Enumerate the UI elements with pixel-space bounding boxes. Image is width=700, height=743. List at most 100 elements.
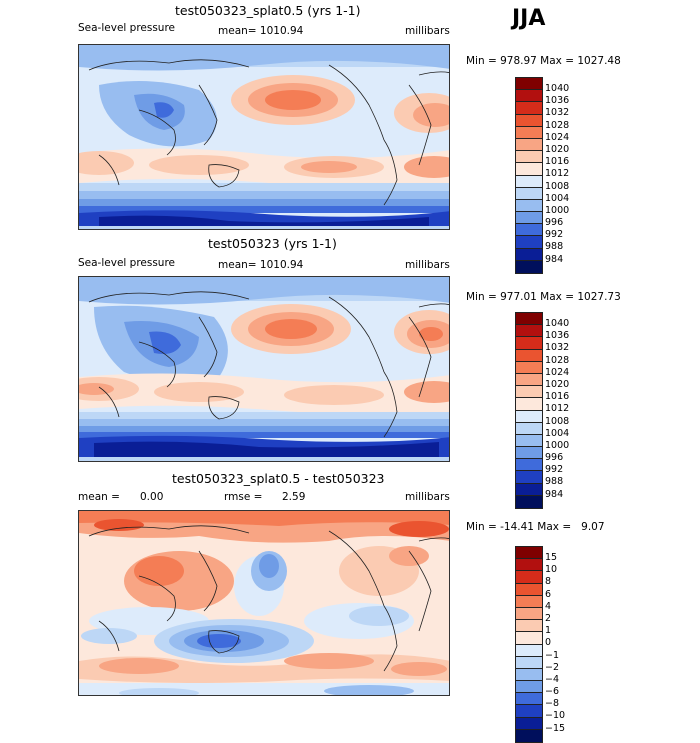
- panel1-colorbar-cell: [516, 138, 542, 152]
- panel1-minmax: Min = 978.97 Max = 1027.48: [466, 55, 621, 67]
- panel1-colorbar-cell: [516, 236, 542, 249]
- colorbar-tick: 1000: [545, 204, 570, 216]
- panel2-colorbar-cell: [516, 434, 542, 448]
- colorbar-tick: 10: [545, 564, 558, 576]
- panel1-colorbar-cell: [516, 187, 542, 200]
- panel3-colorbar-cell: [516, 717, 542, 730]
- panel1-colorbar-cell: [516, 151, 542, 164]
- panel1-colorbar-cell: [516, 102, 542, 115]
- colorbar-tick: 2: [545, 612, 552, 624]
- panel1-colorbar-cell: [516, 224, 542, 237]
- colorbar-tick: 1004: [545, 427, 570, 439]
- panel2-map: [78, 276, 450, 462]
- panel3-colorbar-cell: [516, 632, 542, 645]
- panel3-colorbar-cell: [516, 547, 542, 560]
- panel3-title: test050323_splat0.5 - test050323: [172, 471, 385, 486]
- panel3-mean-value: 0.00: [140, 491, 164, 503]
- panel3-colorbar-cell: [516, 644, 542, 657]
- panel1-variable-label: Sea-level pressure: [78, 22, 176, 34]
- panel2-mean-label: mean= 1010.94: [218, 259, 304, 271]
- panel3-colorbar-cell: [516, 595, 542, 608]
- panel1-map-svg: [79, 45, 449, 229]
- panel1-colorbar-cell: [516, 78, 542, 91]
- panel3-colorbar-cell: [516, 571, 542, 584]
- panel3-colorbar-cell: [516, 583, 542, 596]
- colorbar-tick: 1: [545, 625, 552, 637]
- panel2-colorbar-cell: [516, 447, 542, 460]
- colorbar-tick: 15: [545, 552, 558, 563]
- panel1-mean-label: mean= 1010.94: [218, 25, 304, 37]
- colorbar-tick: 984: [545, 488, 564, 500]
- panel1-colorbar-cell: [516, 199, 542, 213]
- colorbar-tick: 988: [545, 241, 564, 253]
- panel1-colorbar-cell: [516, 248, 542, 261]
- panel1-title: test050323_splat0.5 (yrs 1-1): [175, 3, 361, 18]
- colorbar-tick: 1000: [545, 439, 570, 451]
- panel3-colorbar-cell: [516, 681, 542, 694]
- panel1-colorbar-cell: [516, 175, 542, 188]
- colorbar-tick: 1028: [545, 354, 570, 366]
- colorbar-tick: 1008: [545, 415, 570, 427]
- panel2-colorbar: [515, 312, 543, 509]
- panel1-colorbar-ticks: 1040 1036 1032 1028 1024 1020 1016 1012 …: [545, 83, 569, 266]
- panel3-colorbar-cell: [516, 668, 542, 682]
- colorbar-tick: 1032: [545, 342, 570, 354]
- panel1-colorbar-cell: [516, 126, 542, 139]
- panel2-colorbar-cell: [516, 373, 542, 387]
- colorbar-tick: 1016: [545, 156, 570, 168]
- panel3-colorbar-cell: [516, 607, 542, 621]
- colorbar-tick: −10: [545, 710, 566, 722]
- panel2-colorbar-cell: [516, 325, 542, 338]
- colorbar-tick: 4: [545, 600, 552, 612]
- colorbar-tick: 996: [545, 217, 564, 229]
- panel1-colorbar-cell: [516, 260, 542, 273]
- colorbar-tick: 1008: [545, 180, 570, 192]
- colorbar-tick: 984: [545, 253, 564, 265]
- panel2-colorbar-cell: [516, 349, 542, 362]
- panel3-map: [78, 510, 450, 696]
- panel3-rmse-label: rmse =: [224, 491, 263, 503]
- panel2-map-svg: [79, 277, 449, 461]
- panel2-colorbar-cell: [516, 313, 542, 326]
- colorbar-tick: 1032: [545, 107, 570, 119]
- colorbar-tick: 8: [545, 576, 552, 588]
- panel3-units-label: millibars: [405, 491, 450, 503]
- colorbar-tick: −8: [545, 698, 560, 710]
- panel1-map: [78, 44, 450, 230]
- panel2-colorbar-ticks: 1040 1036 1032 1028 1024 1020 1016 1012 …: [545, 318, 569, 501]
- panel2-colorbar-cell: [516, 422, 542, 435]
- panel3-map-svg: [79, 511, 449, 695]
- colorbar-tick: 988: [545, 476, 564, 488]
- panel2-colorbar-cell: [516, 386, 542, 399]
- panel3-colorbar-cell: [516, 729, 542, 742]
- panel2-colorbar-cell: [516, 410, 542, 423]
- colorbar-tick: 992: [545, 229, 564, 241]
- colorbar-tick: −2: [545, 661, 560, 673]
- colorbar-tick: −1: [545, 649, 560, 661]
- panel3-colorbar-cell: [516, 559, 542, 572]
- panel3-colorbar-cell: [516, 656, 542, 669]
- panel1-colorbar-cell: [516, 163, 542, 176]
- panel3-mean-label: mean =: [78, 491, 120, 503]
- colorbar-tick: 1028: [545, 119, 570, 131]
- panel3-colorbar-cell: [516, 705, 542, 718]
- panel2-colorbar-cell: [516, 471, 542, 484]
- panel3-colorbar-cell: [516, 693, 542, 706]
- colorbar-tick: 1024: [545, 131, 570, 143]
- panel1-colorbar: [515, 77, 543, 274]
- season-label: JJA: [512, 6, 546, 31]
- colorbar-tick: 1020: [545, 378, 570, 390]
- panel1-colorbar-cell: [516, 90, 542, 103]
- panel1-units-label: millibars: [405, 25, 450, 37]
- panel2-minmax: Min = 977.01 Max = 1027.73: [466, 291, 621, 303]
- colorbar-tick: 1024: [545, 366, 570, 378]
- panel2-colorbar-cell: [516, 398, 542, 411]
- colorbar-tick: 1036: [545, 95, 570, 107]
- panel2-colorbar-cell: [516, 495, 542, 508]
- panel2-colorbar-cell: [516, 483, 542, 496]
- colorbar-tick: −15: [545, 722, 566, 734]
- panel2-title: test050323 (yrs 1-1): [208, 236, 337, 251]
- colorbar-tick: 1020: [545, 143, 570, 155]
- panel1-colorbar-cell: [516, 114, 542, 127]
- panel2-variable-label: Sea-level pressure: [78, 257, 176, 269]
